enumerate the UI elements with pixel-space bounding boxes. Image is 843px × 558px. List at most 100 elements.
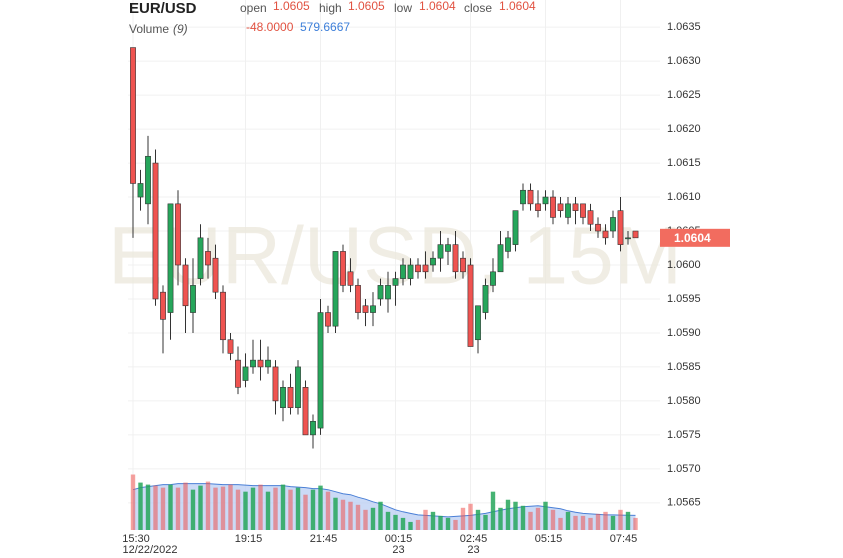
readout-label: close xyxy=(464,1,492,15)
volume-bar xyxy=(153,485,158,530)
candle-body xyxy=(490,271,496,286)
volume-bar xyxy=(633,517,638,530)
candle-body xyxy=(355,285,361,313)
volume-bar xyxy=(243,491,248,530)
volume-bar xyxy=(543,501,548,530)
candle-body xyxy=(497,244,504,273)
volume-bar xyxy=(535,507,541,530)
volume-bar xyxy=(415,519,421,530)
x-tick-label: 21:45 xyxy=(310,533,338,545)
readout-value: 1.0605 xyxy=(348,0,385,13)
candle-body xyxy=(400,264,406,279)
candle-body xyxy=(505,237,511,252)
candle-body xyxy=(437,244,444,259)
candle-body xyxy=(152,162,159,300)
candles xyxy=(130,47,639,449)
volume-bar xyxy=(423,509,428,530)
candle-body xyxy=(542,196,549,205)
volume-bar xyxy=(318,485,323,530)
volume-bar xyxy=(355,504,361,530)
x-tick-label: 00:15 xyxy=(385,533,413,545)
x-tick-label: 15:30 xyxy=(122,533,150,545)
price-tag-label: 1.0604 xyxy=(674,231,711,245)
volume-bar xyxy=(250,487,256,530)
volume-bar xyxy=(220,486,226,530)
candle-body xyxy=(175,203,181,266)
candle-body xyxy=(242,366,249,381)
volume-bar xyxy=(205,481,211,530)
readout-label: open xyxy=(240,1,267,15)
candle-body xyxy=(527,189,534,205)
volume-bar xyxy=(460,507,466,530)
volume-bar xyxy=(370,507,376,530)
volume-bar xyxy=(385,511,391,530)
volume-bar xyxy=(603,511,608,530)
volume-bar xyxy=(138,482,143,530)
candle-body xyxy=(617,210,624,245)
candle-body xyxy=(197,237,204,279)
candle-body xyxy=(580,203,586,218)
candle-body xyxy=(520,189,526,205)
candle-body xyxy=(385,285,391,300)
candle-body xyxy=(625,237,631,240)
candle-body xyxy=(377,285,384,300)
volume-bar xyxy=(325,491,331,530)
volume-bar xyxy=(595,513,601,530)
volume-bar xyxy=(198,485,203,530)
candle-body xyxy=(310,420,316,436)
candle-body xyxy=(317,312,324,429)
candle-body xyxy=(182,264,189,307)
candle-body xyxy=(302,387,309,436)
volume-bar xyxy=(475,509,481,530)
volume-bar xyxy=(565,511,571,530)
y-tick-label: 1.0570 xyxy=(667,463,701,475)
volume-bar xyxy=(130,474,136,530)
x-tick-label: 07:45 xyxy=(610,533,638,545)
volume-bar xyxy=(573,515,578,530)
y-tick-label: 1.0610 xyxy=(667,191,701,203)
volume-bar xyxy=(168,484,173,530)
volume-bar xyxy=(235,489,241,530)
volume-bar xyxy=(400,517,406,530)
candle-body xyxy=(550,196,556,218)
volume-bar xyxy=(145,484,151,530)
volume-bar xyxy=(393,514,398,530)
y-tick-label: 1.0580 xyxy=(667,395,701,407)
volume-bar xyxy=(558,517,563,530)
volume-bar xyxy=(183,482,188,530)
volume-bar xyxy=(445,517,451,530)
chart-title: EUR/USD xyxy=(129,0,197,17)
volume-bar xyxy=(265,491,271,530)
candle-body xyxy=(452,244,459,273)
volume-bar xyxy=(288,489,293,530)
readout-label: low xyxy=(394,1,412,15)
volume-bar xyxy=(498,507,503,530)
candle-body xyxy=(595,223,601,232)
candle-body xyxy=(235,359,241,388)
candle-body xyxy=(340,251,346,286)
y-tick-label: 1.0585 xyxy=(667,361,701,373)
candle-body xyxy=(632,230,639,239)
candle-body xyxy=(445,244,451,252)
candle-body xyxy=(145,155,151,205)
y-tick-label: 1.0600 xyxy=(667,259,701,271)
volume-bar xyxy=(610,515,616,530)
candle-body xyxy=(280,387,286,408)
candle-body xyxy=(460,257,466,273)
volume-bar xyxy=(280,484,286,530)
volume-bar xyxy=(340,499,346,530)
readout-label: high xyxy=(319,1,342,15)
x-tick-label: 19:15 xyxy=(235,533,263,545)
candle-body xyxy=(467,264,474,347)
candle-body xyxy=(415,264,421,273)
volume-bar xyxy=(363,509,368,530)
volume-ma-line xyxy=(132,483,636,518)
candle-body xyxy=(287,387,294,408)
candle-body xyxy=(257,359,264,368)
candle-body xyxy=(407,264,414,279)
volume-bar xyxy=(513,501,518,530)
volume-bar xyxy=(175,487,181,530)
price-tag xyxy=(660,228,730,247)
